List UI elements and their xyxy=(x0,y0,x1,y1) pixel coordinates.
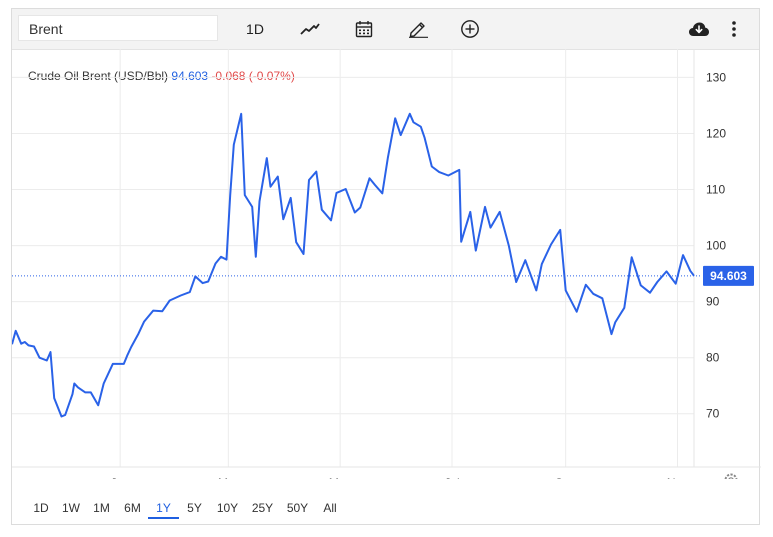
line-chart-icon xyxy=(300,23,320,35)
price-series-line xyxy=(12,112,695,418)
x-tick-label: May xyxy=(329,476,352,479)
x-tick-label: Jul xyxy=(444,476,459,479)
last-price-label: 94.603 xyxy=(710,269,747,283)
range-button-5y[interactable]: 5Y xyxy=(187,501,202,515)
more-options-button[interactable] xyxy=(726,17,742,41)
range-button-all[interactable]: All xyxy=(323,501,337,515)
interval-selector-button[interactable]: 1D xyxy=(246,21,264,37)
cloud-download-icon xyxy=(689,22,709,36)
last-price-badge xyxy=(703,265,754,286)
calendar-icon xyxy=(355,21,373,38)
plus-circle-icon xyxy=(461,20,479,38)
more-vertical-icon xyxy=(732,21,736,37)
range-button-25y[interactable]: 25Y xyxy=(251,501,274,515)
range-button-50y[interactable]: 50Y xyxy=(286,501,309,515)
pencil-icon xyxy=(409,22,428,38)
y-tick-label: 120 xyxy=(706,126,726,140)
y-tick-label: 110 xyxy=(706,183,725,197)
x-tick-label: Sep xyxy=(555,476,577,479)
range-button-1m[interactable]: 1M xyxy=(93,501,110,515)
draw-tool-button[interactable] xyxy=(404,17,432,41)
chart-legend: Crude Oil Brent (USD/Bbl) 94.603 -0.068 … xyxy=(28,69,295,83)
range-button-1y[interactable]: 1Y xyxy=(148,499,179,519)
gear-icon[interactable] xyxy=(724,473,738,480)
add-indicator-button[interactable] xyxy=(456,17,484,41)
x-tick-label: Mar xyxy=(218,476,239,479)
y-tick-label: 80 xyxy=(706,351,720,365)
range-button-1w[interactable]: 1W xyxy=(62,501,80,515)
range-button-1d[interactable]: 1D xyxy=(33,501,49,515)
y-tick-label: 90 xyxy=(706,295,720,309)
chart-widget: Brent 1D xyxy=(11,8,761,525)
chart-type-button[interactable] xyxy=(296,17,324,41)
toolbar: Brent 1D xyxy=(12,9,759,50)
y-tick-label: 70 xyxy=(706,407,720,421)
time-range-selector: 1D 1W 1M 6M 1Y 5Y 10Y 25Y 50Y All xyxy=(26,499,345,519)
x-tick-label: Nov xyxy=(667,476,688,479)
symbol-search-input[interactable]: Brent xyxy=(18,15,218,41)
date-range-button[interactable] xyxy=(350,17,378,41)
series-last-value: 94.603 xyxy=(171,69,209,83)
series-name: Crude Oil Brent (USD/Bbl) xyxy=(28,69,169,83)
range-button-10y[interactable]: 10Y xyxy=(216,501,239,515)
range-button-6m[interactable]: 6M xyxy=(124,501,141,515)
y-tick-label: 100 xyxy=(706,239,726,253)
download-button[interactable] xyxy=(686,17,712,41)
series-change: -0.068 (-0.07%) xyxy=(211,69,295,83)
price-chart[interactable]: 70 80 90 100 110 120 130 Jan Mar May Jul Sep Nov 94.6… xyxy=(12,9,761,479)
x-tick-label: Jan xyxy=(110,476,129,479)
y-tick-label: 130 xyxy=(706,70,726,84)
